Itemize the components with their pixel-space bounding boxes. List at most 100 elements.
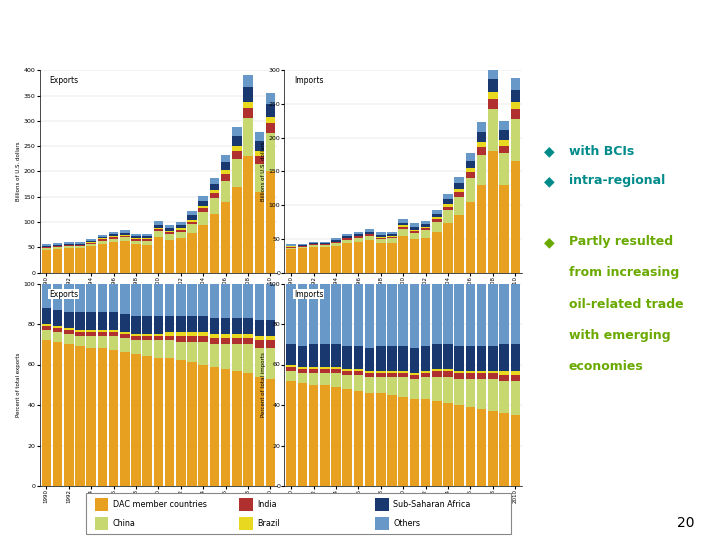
Bar xyxy=(243,102,253,108)
Bar xyxy=(64,345,73,486)
Bar xyxy=(331,246,341,273)
Bar xyxy=(53,332,63,342)
Bar xyxy=(444,284,453,345)
Bar xyxy=(243,284,253,318)
Bar xyxy=(432,217,441,219)
Bar xyxy=(421,227,431,228)
Bar xyxy=(354,232,363,234)
Bar xyxy=(232,136,242,146)
Bar xyxy=(444,224,453,273)
Bar xyxy=(210,178,219,184)
Bar xyxy=(287,249,296,273)
Bar xyxy=(287,345,296,364)
Bar xyxy=(243,118,253,156)
Bar xyxy=(176,336,186,342)
Bar xyxy=(410,230,419,231)
Bar xyxy=(221,284,230,318)
Bar xyxy=(365,234,374,235)
Bar xyxy=(266,104,275,117)
Bar xyxy=(510,119,520,161)
Bar xyxy=(365,229,374,232)
Bar xyxy=(410,284,419,348)
Bar xyxy=(398,227,408,229)
Bar xyxy=(444,194,453,199)
Bar xyxy=(387,370,397,373)
Bar xyxy=(86,312,96,330)
Bar xyxy=(98,241,107,244)
Bar xyxy=(499,381,509,413)
Bar xyxy=(499,370,509,375)
Bar xyxy=(243,87,253,102)
Bar xyxy=(42,248,51,250)
Bar xyxy=(98,239,107,241)
Bar xyxy=(232,187,242,273)
Bar xyxy=(510,78,520,90)
Bar xyxy=(210,367,219,486)
Bar xyxy=(510,102,520,109)
Bar xyxy=(499,284,509,345)
Bar xyxy=(343,238,352,240)
Bar xyxy=(297,284,307,346)
Bar xyxy=(499,146,509,153)
Text: Others: Others xyxy=(393,519,420,528)
Bar xyxy=(454,197,464,215)
Bar xyxy=(176,361,186,486)
Bar xyxy=(210,318,219,334)
Bar xyxy=(64,244,73,245)
Text: Exports: Exports xyxy=(49,289,78,299)
Bar xyxy=(309,241,318,243)
Bar xyxy=(410,224,419,227)
Bar xyxy=(410,399,419,486)
Bar xyxy=(343,234,352,237)
Bar xyxy=(153,228,163,229)
Bar xyxy=(266,93,275,104)
Bar xyxy=(98,330,107,332)
Bar xyxy=(42,324,51,326)
Bar xyxy=(398,346,408,370)
Bar xyxy=(131,238,140,239)
Bar xyxy=(199,336,208,342)
Bar xyxy=(466,407,475,486)
Bar xyxy=(444,370,453,377)
Bar xyxy=(477,373,487,379)
Bar xyxy=(354,238,363,241)
Bar xyxy=(454,192,464,197)
Bar xyxy=(243,318,253,334)
Bar xyxy=(153,316,163,334)
Bar xyxy=(221,180,230,202)
Bar xyxy=(454,373,464,379)
Bar xyxy=(320,243,330,244)
Bar xyxy=(86,332,96,336)
Bar xyxy=(454,177,464,183)
Bar xyxy=(53,310,63,326)
Bar xyxy=(153,225,163,228)
Bar xyxy=(109,332,118,336)
Bar xyxy=(309,367,318,368)
Bar xyxy=(432,284,441,345)
Bar xyxy=(320,367,330,368)
Bar xyxy=(254,377,264,486)
Bar xyxy=(266,284,275,320)
Bar xyxy=(297,367,307,368)
Bar xyxy=(143,334,152,336)
Circle shape xyxy=(577,2,720,74)
Bar xyxy=(477,132,487,141)
Bar xyxy=(153,231,163,237)
Bar xyxy=(365,233,374,234)
Text: China: China xyxy=(113,519,135,528)
Bar xyxy=(376,346,385,370)
Bar xyxy=(243,108,253,118)
Bar xyxy=(454,284,464,346)
Bar xyxy=(165,232,174,234)
Bar xyxy=(297,346,307,367)
Bar xyxy=(266,123,275,133)
Bar xyxy=(331,345,341,367)
Bar xyxy=(64,330,73,334)
Bar xyxy=(143,284,152,316)
Bar xyxy=(165,332,174,336)
Bar xyxy=(53,246,63,247)
Bar xyxy=(266,117,275,123)
Bar xyxy=(109,284,118,312)
Text: oil-related trade: oil-related trade xyxy=(569,298,683,310)
Y-axis label: Percent of total exports: Percent of total exports xyxy=(16,353,21,417)
